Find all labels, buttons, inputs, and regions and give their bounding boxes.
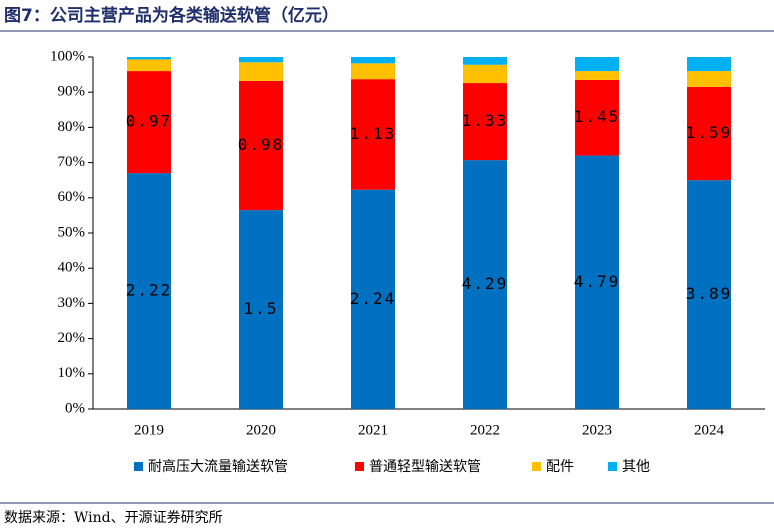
legend-label: 耐高压大流量输送软管 <box>148 458 288 475</box>
bar-segment <box>351 57 395 64</box>
bar-segment <box>351 79 395 190</box>
bar-segment <box>687 71 731 87</box>
bar-segment <box>239 62 283 81</box>
bar-segment <box>463 160 507 409</box>
y-tick-label: 40% <box>58 260 86 276</box>
bar-segment <box>351 189 395 409</box>
bar-segment <box>575 57 619 72</box>
x-tick-label: 2023 <box>582 422 612 438</box>
bar-segment <box>575 71 619 80</box>
bar-segment <box>463 57 507 65</box>
data-label: 4.29 <box>462 274 509 293</box>
bar-segment <box>127 173 171 409</box>
bar-segment <box>351 63 395 80</box>
legend-swatch <box>608 462 617 471</box>
x-tick-label: 2019 <box>134 422 164 438</box>
bar-segment <box>239 210 283 409</box>
data-label: 1.5 <box>244 299 279 318</box>
x-tick-label: 2024 <box>694 422 725 438</box>
data-label: 1.13 <box>350 124 397 143</box>
data-label: 2.22 <box>126 281 173 300</box>
y-tick-label: 70% <box>58 154 86 170</box>
y-tick-label: 30% <box>58 295 86 311</box>
data-label: 3.89 <box>686 284 733 303</box>
y-tick-label: 20% <box>58 330 86 346</box>
legend-label: 其他 <box>622 459 650 475</box>
legend-label: 普通轻型输送软管 <box>369 459 481 475</box>
y-tick-label: 50% <box>58 224 86 240</box>
bar-segment <box>239 80 283 211</box>
bar-segment <box>239 57 283 63</box>
bar-segment <box>127 59 171 72</box>
source-note: 数据来源：Wind、开源证券研究所 <box>4 510 223 526</box>
legend-swatch <box>532 462 541 471</box>
data-label: 4.79 <box>574 272 621 291</box>
bar-segment <box>687 57 731 72</box>
data-label: 1.33 <box>462 111 509 130</box>
bar-segment <box>687 86 731 181</box>
y-tick-label: 90% <box>58 84 86 100</box>
y-tick-label: 0% <box>65 400 85 416</box>
legend-swatch <box>355 462 364 471</box>
data-label: 2.24 <box>350 289 397 308</box>
bar-segment <box>575 79 619 156</box>
data-label: 1.45 <box>574 107 621 126</box>
bar-segment <box>687 180 731 409</box>
bar-segment <box>575 155 619 409</box>
y-tick-label: 60% <box>58 189 86 205</box>
bar-segment <box>463 83 507 161</box>
y-tick-label: 80% <box>58 119 86 135</box>
chart-title: 图7：公司主营产品为各类输送软管（亿元） <box>4 5 339 26</box>
bar-segment <box>127 57 171 60</box>
data-label: 0.97 <box>126 112 173 131</box>
x-tick-label: 2020 <box>246 422 276 438</box>
legend-label: 配件 <box>546 459 574 475</box>
bar-segment <box>463 64 507 84</box>
x-tick-label: 2021 <box>358 422 388 438</box>
bar-segment <box>127 71 171 174</box>
data-label: 0.98 <box>238 135 285 154</box>
y-tick-label: 100% <box>50 48 85 64</box>
data-label: 1.59 <box>686 123 733 142</box>
legend-swatch <box>134 462 143 471</box>
x-tick-label: 2022 <box>470 422 500 438</box>
y-tick-label: 10% <box>58 365 86 381</box>
